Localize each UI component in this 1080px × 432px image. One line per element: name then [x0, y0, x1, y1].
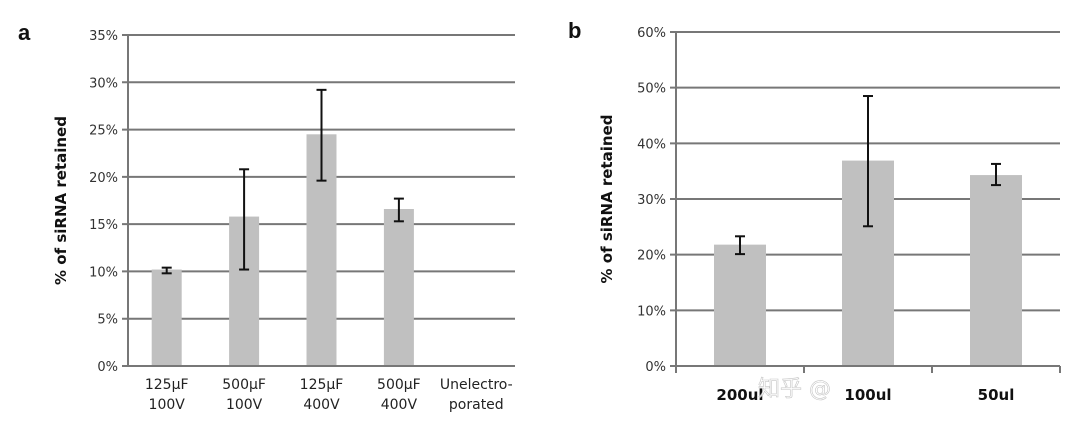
x-tick-label: 100ul	[844, 386, 891, 404]
watermark: 知乎 @	[758, 377, 831, 402]
panel-label: a	[18, 20, 31, 45]
x-tick-label: 500µF	[222, 377, 266, 393]
y-tick-label: 60%	[637, 26, 666, 41]
y-tick-label: 10%	[89, 265, 118, 280]
y-tick-label: 30%	[89, 76, 118, 91]
y-tick-label: 10%	[637, 304, 666, 319]
chart-a: a 0% 5% 10% 15% 20% 25% 30% 35% 125µF 100V 500µF 100…	[18, 20, 515, 413]
y-tick-label: 30%	[637, 193, 666, 208]
x-tick-label: 400V	[381, 397, 418, 413]
chart-b: b 0% 10% 20% 30% 40% 50% 60% 200ul 100ul 50ul % of …	[568, 18, 1061, 404]
x-tick-label: 50ul	[978, 386, 1015, 404]
y-tick-label: 5%	[97, 313, 118, 328]
x-tick-label: 100V	[226, 397, 263, 413]
bar	[151, 269, 182, 365]
panel-label: b	[568, 18, 581, 43]
x-tick-label: 400V	[303, 397, 340, 413]
y-tick-label: 20%	[637, 249, 666, 264]
x-tick-label: 500µF	[377, 377, 421, 393]
x-tick-label: 125µF	[145, 377, 189, 393]
y-axis-label: % of siRNA retained	[598, 115, 616, 284]
y-tick-label: 25%	[89, 124, 118, 139]
x-tick-label: 100V	[149, 397, 186, 413]
y-axis-label: % of siRNA retained	[52, 116, 70, 285]
y-tick-label: 0%	[97, 360, 118, 375]
y-tick-label: 0%	[645, 360, 666, 375]
x-tick-label: 200ul	[716, 386, 763, 404]
bar	[970, 175, 1022, 365]
y-tick-label: 35%	[89, 29, 118, 44]
y-tick-label: 20%	[89, 171, 118, 186]
bar	[714, 244, 766, 365]
y-tick-label: 15%	[89, 218, 118, 233]
x-tick-label: porated	[449, 397, 504, 413]
bar	[383, 209, 414, 365]
y-tick-label: 40%	[637, 137, 666, 152]
x-tick-label: Unelectro-	[440, 377, 513, 393]
y-tick-label: 50%	[637, 82, 666, 97]
x-tick-label: 125µF	[300, 377, 344, 393]
